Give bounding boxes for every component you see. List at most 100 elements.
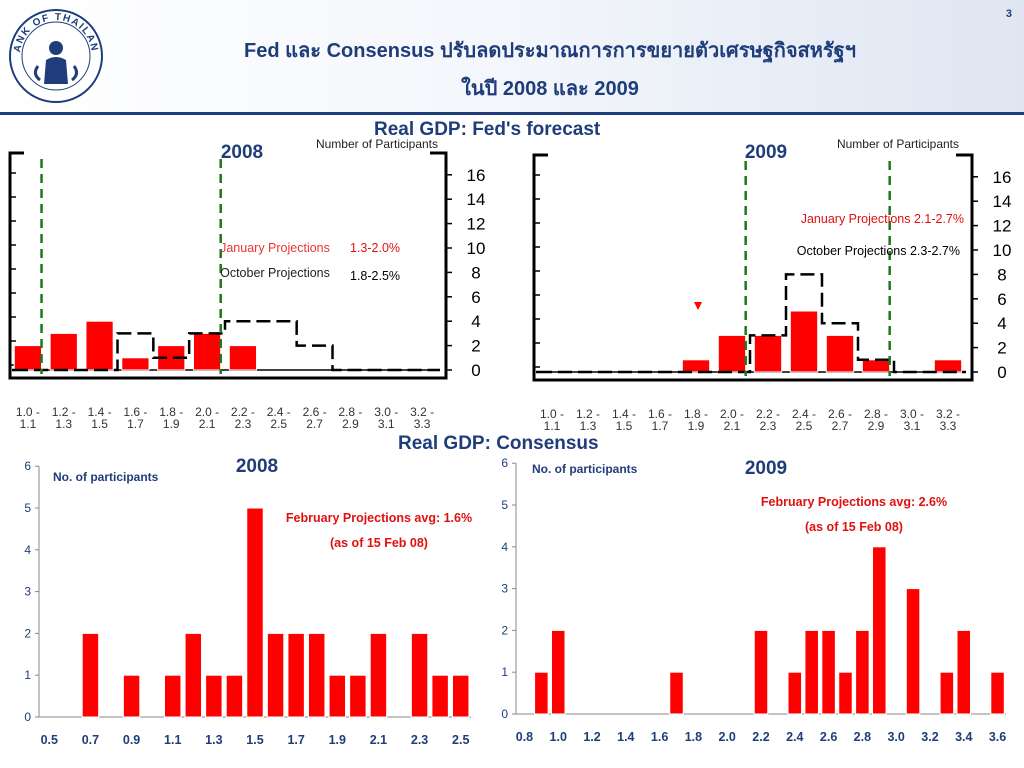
x-tick-label: 1.0 bbox=[550, 730, 567, 744]
x-tick-label: 2.8 - bbox=[338, 405, 362, 419]
y-tick-label: 4 bbox=[997, 314, 1006, 333]
legend-october: October Projections bbox=[220, 266, 330, 280]
bar-february bbox=[956, 629, 972, 715]
chart-year: 2009 bbox=[745, 142, 787, 163]
annotation-line2: (as of 15 Feb 08) bbox=[805, 520, 903, 534]
y-tick-label: 12 bbox=[467, 215, 486, 234]
bar-january bbox=[228, 345, 258, 371]
bar-january bbox=[681, 359, 711, 373]
x-tick-label: 2.8 - bbox=[864, 407, 888, 421]
x-tick-label: 0.9 bbox=[123, 733, 140, 747]
x-tick-label: 0.8 bbox=[516, 730, 533, 744]
y-tick-label: 10 bbox=[467, 239, 486, 258]
bar-february bbox=[328, 674, 347, 718]
y-tick-label: 0 bbox=[471, 361, 480, 380]
slide-subtitle: ในปี 2008 และ 2009 bbox=[461, 78, 639, 100]
x-tick-label: 1.0 - bbox=[540, 407, 564, 421]
marker-arrow bbox=[694, 302, 702, 310]
y-tick-label: 6 bbox=[997, 290, 1006, 309]
bar-january bbox=[825, 334, 855, 373]
y-tick-label: 4 bbox=[501, 540, 508, 554]
legend-january: January Projections 2.1-2.7% bbox=[801, 212, 964, 226]
x-tick-label: 3.0 - bbox=[900, 407, 924, 421]
x-tick-label: 3.2 - bbox=[936, 407, 960, 421]
x-tick-label: 2.2 - bbox=[756, 407, 780, 421]
x-tick-label: 2.3 bbox=[760, 419, 777, 433]
x-tick-label: 2.8 bbox=[854, 730, 871, 744]
x-tick-label: 1.4 - bbox=[88, 405, 112, 419]
bar-february bbox=[550, 629, 566, 715]
x-tick-label: 1.3 bbox=[205, 733, 222, 747]
x-tick-label: 2.4 - bbox=[792, 407, 816, 421]
x-tick-label: 2.5 bbox=[796, 419, 813, 433]
x-tick-label: 1.9 bbox=[163, 417, 180, 431]
chart-year: 2009 bbox=[745, 458, 787, 479]
y-tick-label: 0 bbox=[501, 707, 508, 721]
consensus-2008-chart: 0 1 2 3 4 5 6 0.5 0.7 0.9 1.1 1.3 1.5 1.7 1.9 2.1 2.3 2.5… bbox=[24, 456, 472, 747]
x-tick-label: 2.1 bbox=[199, 417, 216, 431]
y-tick-label: 8 bbox=[997, 265, 1006, 284]
y-tick-label: 1 bbox=[501, 665, 508, 679]
bar-february bbox=[410, 632, 429, 718]
bar-february bbox=[122, 674, 141, 718]
bar-february bbox=[804, 629, 819, 715]
y-tick-label: 6 bbox=[471, 288, 480, 307]
x-tick-label: 0.7 bbox=[82, 733, 99, 747]
bar-february bbox=[431, 674, 449, 718]
fed-2009-chart: 0 2 4 6 8 10 12 14 16 Number of Participants 1.0 -… bbox=[532, 137, 1012, 433]
october-outline bbox=[534, 273, 966, 374]
slide-title: Fed และ Consensus ปรับลดประมาณการการขยาย… bbox=[244, 40, 856, 62]
chart-year: 2008 bbox=[236, 456, 278, 477]
x-tick-label: 3.3 bbox=[414, 417, 431, 431]
bar-february bbox=[905, 588, 921, 715]
x-tick-label: 1.4 - bbox=[612, 407, 636, 421]
bar-february bbox=[205, 674, 223, 718]
bar-february bbox=[369, 632, 388, 718]
annotation-line1: February Projections avg: 2.6% bbox=[761, 495, 947, 509]
bar-january bbox=[789, 310, 819, 373]
x-tick-label: 1.5 bbox=[246, 733, 263, 747]
bar-january bbox=[49, 332, 78, 371]
y-tick-label: 2 bbox=[501, 623, 508, 637]
chart-year: 2008 bbox=[221, 142, 263, 163]
x-tick-label: 3.2 bbox=[921, 730, 938, 744]
bar-january bbox=[85, 320, 114, 371]
x-tick-label: 2.2 - bbox=[231, 405, 255, 419]
y-tick-label: 0 bbox=[997, 363, 1006, 382]
x-tick-label: 2.9 bbox=[868, 419, 885, 433]
x-tick-label: 1.7 bbox=[127, 417, 144, 431]
bar-january bbox=[717, 334, 747, 373]
y-tick-label: 6 bbox=[24, 459, 31, 473]
y-tick-label: 4 bbox=[471, 312, 480, 331]
y-tick-label: 4 bbox=[24, 543, 31, 557]
x-tick-label: 2.4 bbox=[786, 730, 803, 744]
legend-october-range: 1.8-2.5% bbox=[350, 269, 400, 283]
x-tick-label: 1.2 - bbox=[576, 407, 600, 421]
x-tick-label: 2.5 bbox=[452, 733, 469, 747]
x-tick-label: 1.8 bbox=[685, 730, 702, 744]
fed-forecast-heading: Real GDP: Fed's forecast bbox=[374, 119, 601, 140]
x-tick-label: 2.7 bbox=[306, 417, 323, 431]
y-tick-label: 8 bbox=[471, 263, 480, 282]
x-tick-label: 1.1 bbox=[20, 417, 37, 431]
y-axis-title: Number of Participants bbox=[316, 137, 438, 151]
y-tick-label: 3 bbox=[24, 585, 31, 599]
x-tick-label: 2.6 - bbox=[828, 407, 852, 421]
x-tick-label: 2.0 - bbox=[720, 407, 744, 421]
y-tick-label: 10 bbox=[993, 241, 1012, 260]
y-axis-title: Number of Participants bbox=[837, 137, 959, 151]
bar-february bbox=[534, 671, 549, 715]
x-tick-label: 3.6 bbox=[989, 730, 1006, 744]
x-tick-label: 2.0 - bbox=[195, 405, 219, 419]
plot-frame bbox=[8, 151, 448, 380]
bar-february bbox=[838, 671, 853, 715]
legend-october: October Projections 2.3-2.7% bbox=[797, 244, 960, 258]
bar-february bbox=[939, 671, 955, 715]
bar-january bbox=[121, 357, 150, 371]
header-divider bbox=[0, 112, 1024, 115]
y-tick-label: 16 bbox=[993, 168, 1012, 187]
bar-january bbox=[861, 359, 891, 373]
x-tick-label: 1.1 bbox=[544, 419, 561, 433]
page-number: 3 bbox=[1005, 8, 1012, 20]
x-tick-label: 1.8 - bbox=[684, 407, 708, 421]
